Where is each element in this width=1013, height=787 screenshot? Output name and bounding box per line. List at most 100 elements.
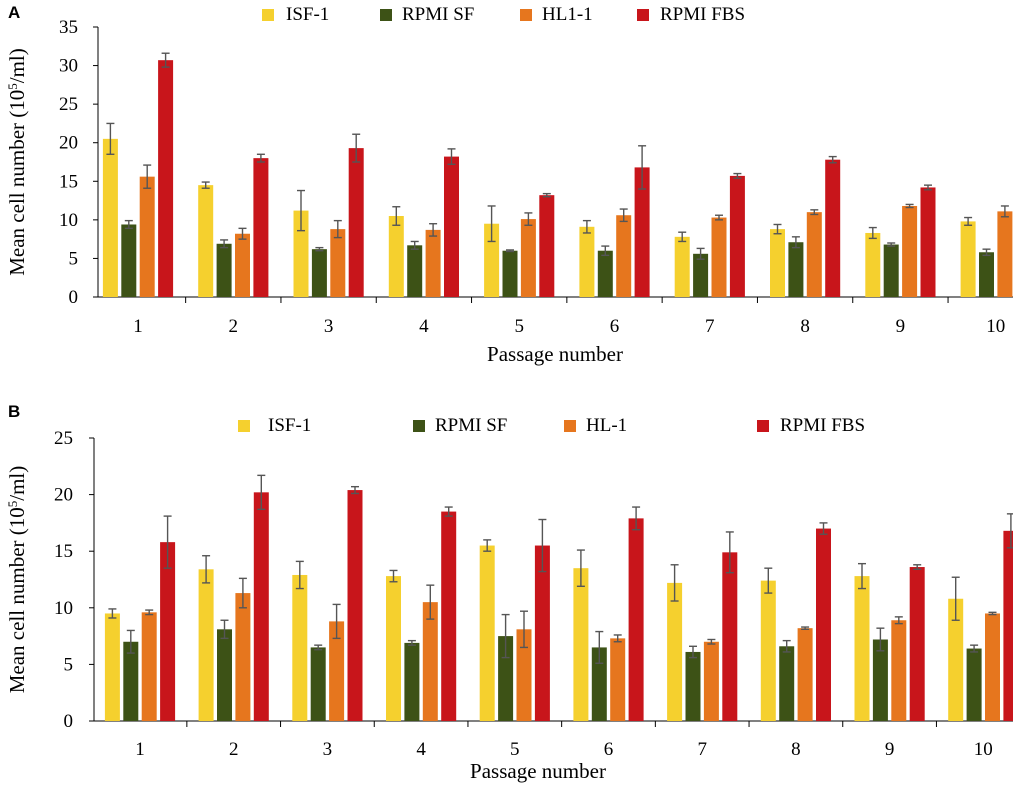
legend-label: RPMI FBS (780, 415, 865, 436)
bar-isf-1 (104, 613, 120, 721)
legend-label: RPMI FBS (660, 4, 745, 25)
bar-hl-1 (141, 612, 157, 721)
y-axis-title: Mean cell number (105/ml) (5, 48, 29, 276)
bar-isf-1 (198, 185, 214, 297)
bar-rpmi-sf (779, 646, 795, 721)
bar-isf-1 (388, 216, 404, 297)
bar-isf-1 (667, 582, 683, 721)
bar-isf-1 (386, 576, 401, 721)
y-tick-label: 25 (54, 428, 73, 449)
bar-hl-1 (703, 641, 719, 721)
x-axis-title: Passage number (487, 342, 623, 366)
x-axis-title: Passage number (470, 759, 606, 783)
legend-swatch (380, 9, 392, 21)
legend-swatch (238, 420, 250, 432)
bar-hl1-1 (520, 219, 536, 297)
bar-hl1-1 (425, 229, 441, 297)
y-tick-label: 15 (54, 541, 73, 562)
x-tick-label: 1 (133, 316, 143, 337)
y-tick-label: 20 (54, 485, 73, 506)
x-tick-label: 8 (800, 316, 810, 337)
bar-hl1-1 (806, 212, 822, 297)
bar-rpmi-sf (685, 651, 701, 721)
y-tick-label: 0 (69, 287, 79, 308)
x-tick-label: 8 (791, 739, 801, 760)
bar-isf-1 (579, 226, 595, 297)
bar-isf-1 (293, 210, 309, 297)
y-tick-label: 35 (59, 17, 78, 38)
bar-rpmi-sf (979, 252, 994, 297)
x-tick-label: 2 (229, 739, 239, 760)
bar-isf-1 (479, 545, 495, 721)
bar-rpmi-sf (407, 245, 423, 297)
x-tick-label: 6 (610, 316, 620, 337)
bar-rpmi-sf (597, 250, 613, 297)
y-tick-label: 25 (59, 94, 78, 115)
x-tick-label: 6 (604, 739, 614, 760)
bar-rpmi-sf (502, 250, 518, 297)
legend-label: ISF-1 (268, 415, 311, 436)
bar-rpmi-sf (123, 641, 139, 721)
legend-label: HL1-1 (542, 4, 593, 25)
bar-rpmi-sf (693, 253, 709, 297)
y-tick-label: 5 (64, 654, 74, 675)
y-axis-title: Mean cell number (105/ml) (5, 466, 29, 694)
panel-label: B (8, 402, 20, 421)
legend-swatch (262, 9, 274, 21)
bar-rpmi-fbs (347, 490, 363, 721)
x-tick-label: 2 (229, 316, 239, 337)
bar-isf-1 (865, 232, 881, 297)
bar-rpmi-sf (311, 249, 327, 297)
bar-rpmi-sf (966, 648, 982, 721)
y-tick-label: 10 (54, 598, 73, 619)
bar-rpmi-sf (310, 647, 326, 721)
y-tick-label: 15 (59, 171, 78, 192)
bar-rpmi-fbs (825, 159, 841, 297)
bar-hl-1 (797, 628, 813, 721)
bar-isf-1 (674, 236, 690, 297)
bar-hl-1 (516, 629, 532, 721)
bar-rpmi-sf (872, 639, 888, 721)
y-axis-title-main: Mean cell number (10 (5, 90, 29, 276)
bar-isf-1 (292, 574, 308, 721)
bar-rpmi-fbs (628, 518, 644, 721)
y-tick-label: 5 (69, 248, 79, 269)
bar-rpmi-fbs (634, 167, 650, 297)
bar-hl1-1 (330, 229, 346, 297)
bar-rpmi-sf (404, 642, 420, 721)
bar-isf-1 (102, 138, 118, 297)
x-tick-label: 4 (419, 316, 429, 337)
bar-rpmi-fbs (729, 175, 745, 297)
x-tick-label: 10 (974, 739, 993, 760)
bar-rpmi-fbs (253, 492, 269, 721)
bar-hl-1 (235, 593, 251, 721)
bar-rpmi-sf (591, 647, 607, 721)
bar-isf-1 (960, 221, 976, 297)
bar-isf-1 (573, 568, 589, 721)
bar-rpmi-sf (217, 629, 232, 721)
y-tick-label: 0 (64, 711, 74, 732)
y-axis-title-suffix: /ml) (5, 466, 29, 501)
bar-rpmi-fbs (920, 187, 936, 297)
bar-isf-1 (760, 580, 776, 721)
bar-hl1-1 (139, 176, 155, 297)
x-tick-label: 1 (135, 739, 145, 760)
bar-rpmi-fbs (722, 552, 738, 721)
bar-isf-1 (198, 569, 214, 721)
legend-swatch (757, 420, 769, 432)
bar-rpmi-fbs (444, 156, 459, 297)
bar-rpmi-fbs (441, 511, 457, 721)
x-tick-label: 4 (416, 739, 426, 760)
legend-label: RPMI SF (402, 4, 474, 25)
bar-rpmi-fbs (1003, 530, 1013, 721)
x-tick-label: 5 (514, 316, 524, 337)
x-tick-label: 10 (986, 316, 1005, 337)
legend: ISF-1 RPMI SF HL1-1 RPMI FBS (262, 4, 745, 25)
y-tick-label: 10 (59, 210, 78, 231)
panel-label: A (8, 3, 20, 22)
bar-rpmi-fbs (816, 528, 831, 721)
bar-isf-1 (770, 229, 785, 297)
bar-hl1-1 (235, 233, 250, 297)
